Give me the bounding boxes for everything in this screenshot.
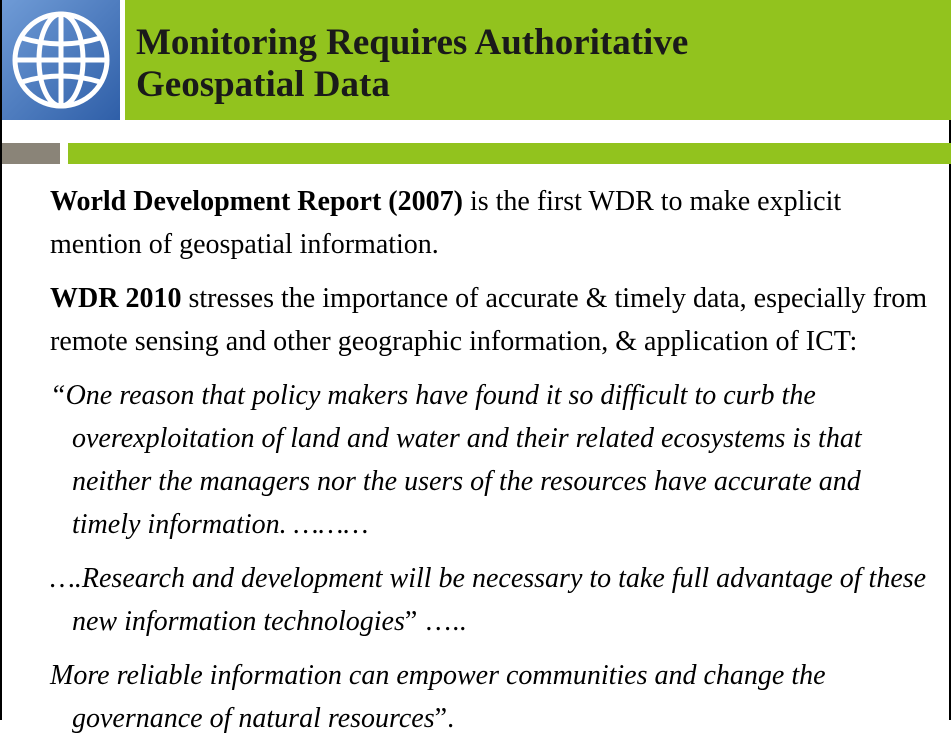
quote: ….Research and development will be neces… — [50, 557, 930, 643]
slide-frame — [0, 0, 951, 720]
accent-bar — [68, 143, 951, 164]
bold-text: World Development Report (2007) — [50, 186, 463, 217]
accent-bar — [2, 143, 60, 164]
bold-text: WDR 2010 — [50, 283, 182, 314]
slide-body: World Development Report (2007) is the f… — [50, 180, 930, 751]
paragraph: World Development Report (2007) is the f… — [50, 180, 930, 266]
slide-title: Monitoring Requires Authoritative Geospa… — [136, 22, 689, 105]
slide: Monitoring Requires Authoritative Geospa… — [0, 0, 951, 734]
text: stresses the importance of accurate & ti… — [50, 283, 928, 357]
text: ”. — [434, 703, 455, 734]
text: ” ….. — [404, 606, 467, 637]
quote: “One reason that policy makers have foun… — [50, 374, 930, 546]
italic-text: “One reason that policy makers have foun… — [50, 380, 862, 540]
title-bar — [125, 0, 951, 120]
logo — [2, 0, 120, 120]
text: is the first WDR to make explicit mentio… — [50, 186, 842, 260]
paragraph: WDR 2010 stresses the importance of accu… — [50, 277, 930, 363]
quote: More reliable information can empower co… — [50, 654, 930, 740]
italic-text: ….Research and development will be neces… — [50, 563, 927, 637]
